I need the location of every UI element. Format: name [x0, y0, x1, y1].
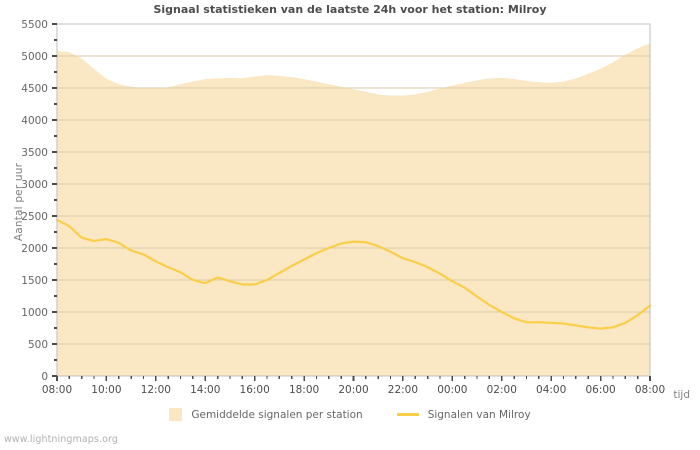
svg-text:5500: 5500	[21, 19, 48, 31]
series-area-gemiddelde	[57, 43, 650, 377]
x-axis-label: tijd	[673, 389, 690, 401]
svg-text:0: 0	[41, 371, 48, 383]
svg-text:3000: 3000	[21, 179, 48, 191]
svg-text:500: 500	[28, 339, 48, 351]
svg-text:2500: 2500	[21, 211, 48, 223]
svg-text:14:00: 14:00	[190, 384, 220, 396]
svg-text:12:00: 12:00	[141, 384, 171, 396]
legend-item-gemiddelde: Gemiddelde signalen per station	[169, 408, 363, 421]
svg-text:4500: 4500	[21, 83, 48, 95]
y-axis-ticks: 0 500 1000 1500 2000 2500 3000 3500 4000 4500 5000…	[21, 19, 57, 383]
area-swatch-icon	[169, 408, 183, 421]
legend-label-milroy: Signalen van Milroy	[427, 408, 531, 421]
svg-text:22:00: 22:00	[388, 384, 418, 396]
svg-text:10:00: 10:00	[91, 384, 121, 396]
svg-text:08:00: 08:00	[42, 384, 72, 396]
line-swatch-icon	[396, 413, 419, 416]
legend-item-milroy: Signalen van Milroy	[396, 408, 531, 421]
chart-legend: Gemiddelde signalen per station Signalen…	[0, 408, 700, 421]
legend-label-gemiddelde: Gemiddelde signalen per station	[191, 408, 363, 421]
svg-text:08:00: 08:00	[635, 384, 665, 396]
svg-text:5000: 5000	[21, 51, 48, 63]
svg-text:18:00: 18:00	[289, 384, 319, 396]
svg-text:16:00: 16:00	[240, 384, 270, 396]
watermark: www.lightningmaps.org	[4, 434, 118, 445]
svg-text:1000: 1000	[21, 307, 48, 319]
svg-text:02:00: 02:00	[487, 384, 517, 396]
series-line-milroy	[55, 218, 652, 330]
x-axis-ticks: 08:00 10:00 12:00 14:00 16:00 18:00 20:00 22:00…	[42, 376, 665, 396]
svg-text:2000: 2000	[21, 243, 48, 255]
svg-text:4000: 4000	[21, 115, 48, 127]
chart-title: Signaal statistieken van de laatste 24h …	[153, 3, 547, 16]
svg-text:20:00: 20:00	[338, 384, 368, 396]
svg-text:1500: 1500	[21, 275, 48, 287]
svg-text:06:00: 06:00	[585, 384, 615, 396]
svg-text:3500: 3500	[21, 147, 48, 159]
svg-text:04:00: 04:00	[536, 384, 566, 396]
svg-text:00:00: 00:00	[437, 384, 467, 396]
